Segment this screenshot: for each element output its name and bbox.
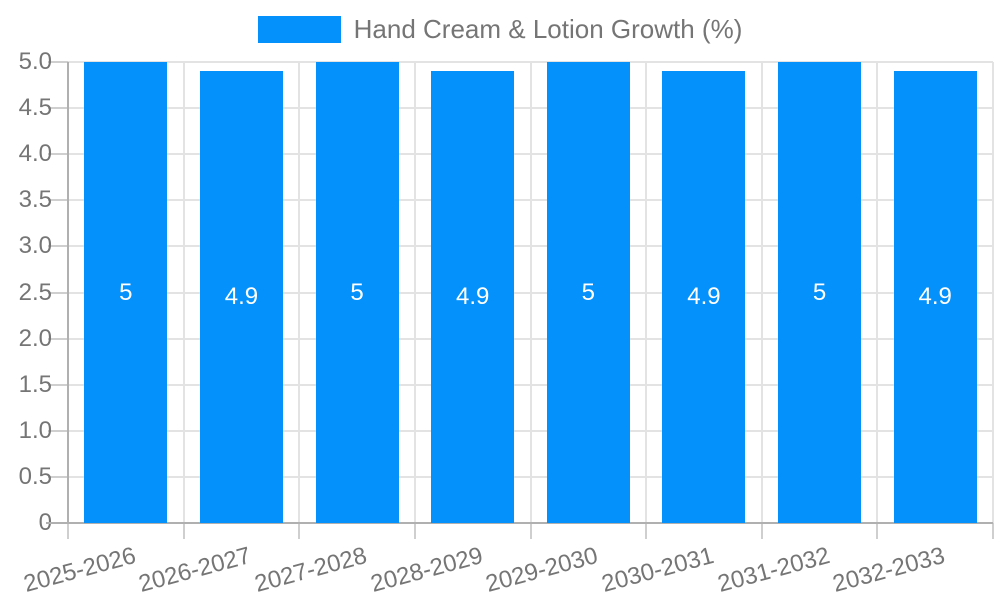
legend-swatch[interactable] <box>257 16 341 43</box>
y-tick-label: 2.5 <box>18 278 52 306</box>
x-gridline <box>645 62 648 523</box>
y-axis-tick <box>48 199 68 202</box>
bar[interactable] <box>199 71 283 523</box>
bar-value-label: 4.9 <box>456 283 490 311</box>
y-tick-label: 3.5 <box>18 186 52 214</box>
y-axis-tick <box>48 429 68 432</box>
x-gridline <box>876 62 879 523</box>
y-tick-label: 4.0 <box>18 140 52 168</box>
x-gridline <box>992 62 994 523</box>
legend[interactable]: Hand Cream & Lotion Growth (%) <box>0 16 1000 43</box>
y-tick-label: 2.0 <box>18 324 52 352</box>
x-axis-tick <box>645 523 648 539</box>
x-axis-tick <box>876 523 879 539</box>
bar[interactable] <box>84 62 168 523</box>
bar-value-label: 5 <box>581 278 595 306</box>
y-tick-label: 4.5 <box>18 94 52 122</box>
bar[interactable] <box>431 71 515 523</box>
bar-value-label: 4.9 <box>224 283 259 311</box>
y-axis-tick <box>48 107 68 110</box>
y-tick-label: 0 <box>38 509 52 536</box>
y-axis-tick <box>48 475 68 478</box>
x-gridline <box>298 62 301 523</box>
y-axis-tick <box>48 383 68 386</box>
bar[interactable] <box>893 71 977 523</box>
bar-value-label: 5 <box>812 278 827 306</box>
y-axis-tick <box>48 153 68 156</box>
x-gridline <box>413 62 416 523</box>
x-axis-tick <box>67 523 69 539</box>
x-axis-line <box>46 522 993 524</box>
y-tick-label: 0.5 <box>18 462 52 490</box>
x-axis-tick <box>182 523 185 539</box>
x-gridline <box>760 62 763 523</box>
y-tick-label: 1.0 <box>18 416 52 444</box>
legend-label: Hand Cream & Lotion Growth (%) <box>353 14 743 44</box>
y-tick-label: 1.5 <box>18 370 52 398</box>
x-axis-tick <box>992 523 994 539</box>
y-axis-tick <box>48 291 68 294</box>
x-axis-tick <box>529 523 532 539</box>
bar[interactable] <box>315 62 399 523</box>
bar-value-label: 5 <box>119 278 133 306</box>
bar-value-label: 5 <box>350 278 364 306</box>
bar-value-label: 4.9 <box>687 283 721 311</box>
x-axis-tick <box>413 523 416 539</box>
x-axis-tick <box>760 523 763 539</box>
bar[interactable] <box>778 62 862 523</box>
bar[interactable] <box>662 71 746 523</box>
bar[interactable] <box>546 62 630 523</box>
y-tick-label: 5.0 <box>18 48 52 75</box>
y-axis-tick <box>48 245 68 248</box>
x-gridline <box>529 62 532 523</box>
y-axis-line <box>67 62 69 523</box>
x-gridline <box>182 62 185 523</box>
x-axis-tick <box>298 523 301 539</box>
y-axis-tick <box>48 61 68 63</box>
y-axis-tick <box>48 337 68 340</box>
bar-value-label: 4.9 <box>918 283 952 311</box>
y-tick-label: 3.0 <box>18 232 52 260</box>
